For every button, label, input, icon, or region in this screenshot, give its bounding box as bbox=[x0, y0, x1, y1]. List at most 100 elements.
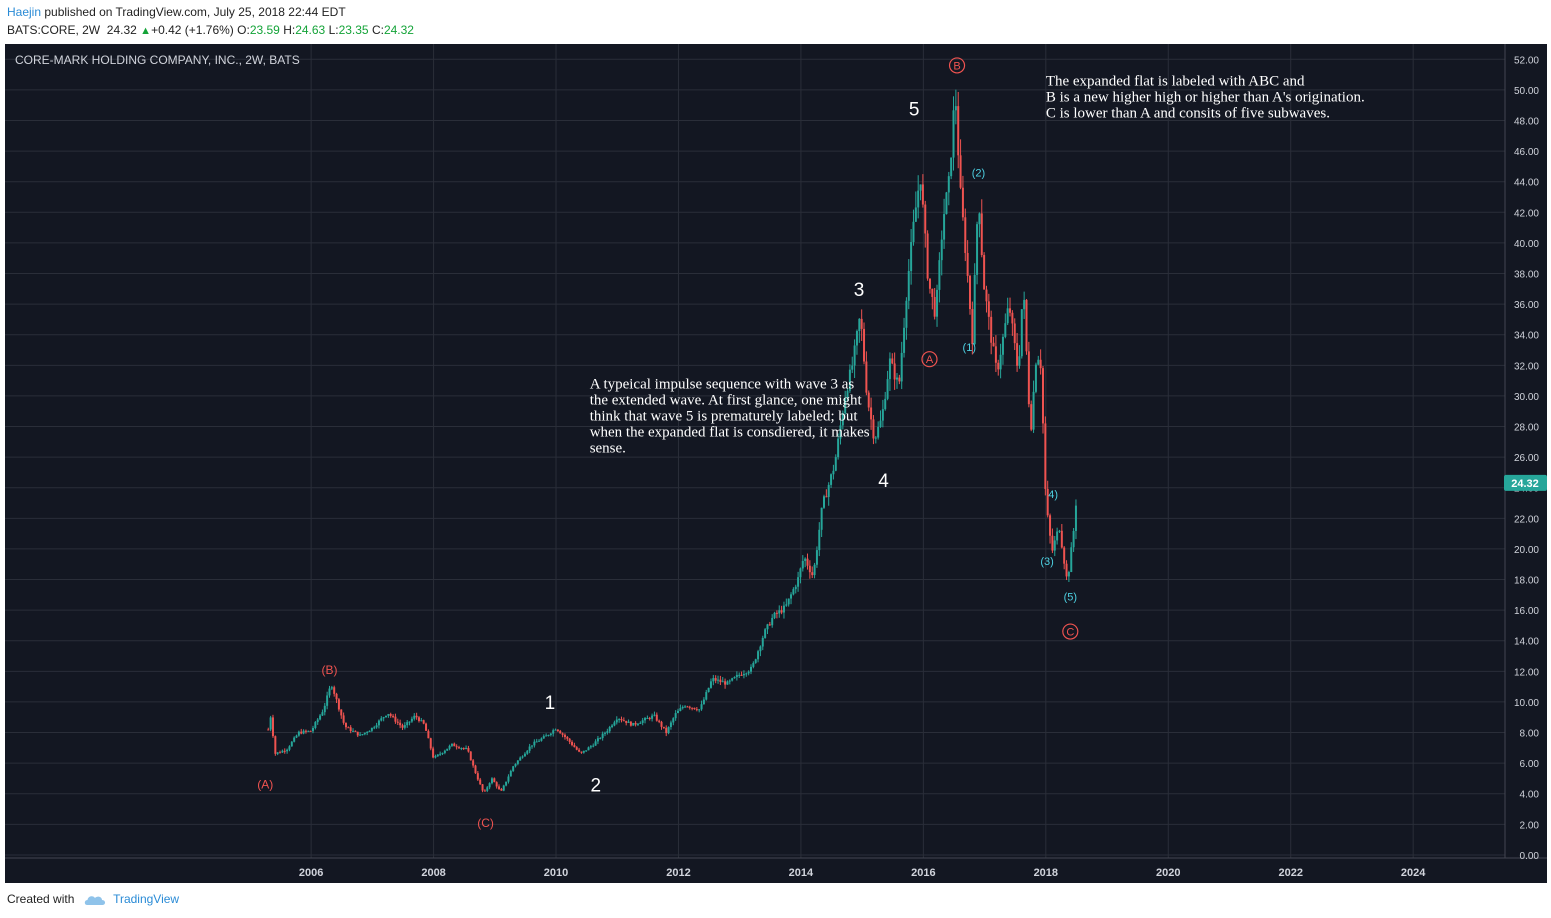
change-value: +0.42 (+1.76%) bbox=[151, 23, 234, 37]
candle-body bbox=[954, 106, 957, 111]
candle-body bbox=[848, 369, 851, 391]
candle-body bbox=[754, 659, 757, 663]
candle-body bbox=[1058, 530, 1061, 532]
candle-body bbox=[304, 730, 307, 732]
high-label: H: bbox=[283, 23, 296, 37]
candle-body bbox=[761, 637, 764, 647]
candle-body bbox=[1023, 299, 1026, 310]
candle-body bbox=[806, 558, 809, 566]
candle-body bbox=[1037, 359, 1040, 365]
candle-body bbox=[1039, 359, 1042, 369]
candle-body bbox=[1025, 299, 1028, 352]
price-chart[interactable]: (A) (B) (C) 1 2 3 4 5 A B C (1) (2) (3) 4) (5) A typeic… bbox=[5, 44, 1547, 883]
candle-body bbox=[950, 157, 953, 177]
candle-body bbox=[340, 709, 343, 716]
y-tick-label: 20.00 bbox=[1514, 545, 1539, 556]
candle-body bbox=[528, 746, 531, 751]
candle-body bbox=[900, 352, 903, 382]
candle-body bbox=[662, 726, 665, 728]
candle-body bbox=[700, 704, 703, 710]
candle-body bbox=[333, 687, 336, 694]
candles bbox=[267, 89, 1077, 793]
candle-body bbox=[641, 720, 644, 723]
candle-body bbox=[822, 496, 825, 508]
candle-body bbox=[665, 727, 668, 734]
candle-body bbox=[808, 565, 811, 573]
x-tick-label: 2018 bbox=[1034, 867, 1058, 879]
candle-body bbox=[745, 673, 748, 675]
candle-body bbox=[921, 184, 924, 205]
wave-label-subwave: 4) bbox=[1048, 489, 1058, 501]
candle-body bbox=[1004, 323, 1007, 337]
candle-body bbox=[436, 754, 439, 757]
chart-background bbox=[5, 44, 1547, 883]
candle-body bbox=[886, 379, 889, 399]
candle-body bbox=[387, 714, 390, 716]
candle-body bbox=[425, 723, 428, 731]
y-tick-label: 8.00 bbox=[1520, 729, 1540, 740]
candle-body bbox=[347, 727, 350, 729]
candle-body bbox=[566, 737, 569, 739]
candle-body bbox=[606, 731, 609, 733]
candle-body bbox=[286, 749, 289, 752]
candle-body bbox=[1027, 351, 1030, 405]
candle-body bbox=[752, 662, 755, 667]
candle-body bbox=[888, 358, 891, 380]
candle-body bbox=[326, 695, 329, 706]
candle-body bbox=[924, 204, 927, 234]
author-link[interactable]: Haejin bbox=[7, 5, 42, 19]
candle-body bbox=[618, 719, 621, 721]
candle-body bbox=[851, 365, 854, 370]
time-axis[interactable]: 2006 2008 2010 2012 2014 2016 2018 2020 2022 2024 bbox=[299, 867, 1426, 879]
candle-body bbox=[1034, 364, 1037, 392]
y-tick-label: 46.00 bbox=[1514, 147, 1539, 158]
candle-body bbox=[516, 760, 519, 764]
tradingview-link[interactable]: TradingView bbox=[113, 892, 180, 906]
candle-body bbox=[898, 377, 901, 382]
candle-body bbox=[705, 692, 708, 700]
candle-body bbox=[943, 214, 946, 240]
candle-body bbox=[1067, 572, 1070, 577]
candle-body bbox=[545, 735, 548, 737]
candle-body bbox=[804, 558, 807, 561]
low-label: L: bbox=[328, 23, 339, 37]
candle-body bbox=[714, 678, 717, 681]
candle-body bbox=[961, 187, 964, 218]
y-tick-label: 32.00 bbox=[1514, 361, 1539, 372]
candle-body bbox=[460, 748, 463, 750]
x-tick-label: 2020 bbox=[1156, 867, 1180, 879]
candle-body bbox=[681, 706, 684, 709]
candle-body bbox=[992, 342, 995, 347]
candle-body bbox=[811, 572, 814, 576]
candle-body bbox=[394, 716, 397, 722]
candle-body bbox=[422, 720, 425, 724]
candle-body bbox=[601, 733, 604, 739]
candle-body bbox=[684, 706, 687, 708]
candle-body bbox=[877, 426, 880, 438]
candle-body bbox=[505, 781, 508, 786]
candle-body bbox=[973, 274, 976, 345]
candle-body bbox=[269, 717, 272, 730]
ohlc-line: BATS:CORE, 2W 24.32 ▲+0.42 (+1.76%) O:23… bbox=[7, 23, 414, 37]
candle-body bbox=[458, 747, 461, 749]
candle-body bbox=[818, 529, 821, 551]
candle-body bbox=[669, 722, 672, 727]
candle-body bbox=[674, 713, 677, 719]
candle-body bbox=[382, 717, 385, 719]
candle-body bbox=[891, 358, 894, 364]
candle-body bbox=[571, 741, 574, 746]
wave-label-subwave: (3) bbox=[1040, 556, 1053, 568]
candle-body bbox=[771, 617, 774, 626]
candle-body bbox=[573, 745, 576, 748]
wave-label-corrective: B bbox=[953, 60, 960, 72]
candle-body bbox=[1056, 531, 1059, 541]
annotation-line: C is lower than A and consits of five su… bbox=[1046, 105, 1330, 121]
candle-body bbox=[559, 730, 562, 734]
x-tick-label: 2008 bbox=[421, 867, 445, 879]
chart-container[interactable]: (A) (B) (C) 1 2 3 4 5 A B C (1) (2) (3) 4) (5) A typeic… bbox=[5, 44, 1547, 883]
candle-body bbox=[467, 747, 470, 752]
x-tick-label: 2012 bbox=[666, 867, 690, 879]
last-price-badge-label: 24.32 bbox=[1511, 478, 1539, 490]
candle-body bbox=[757, 651, 760, 660]
candle-body bbox=[846, 390, 849, 398]
